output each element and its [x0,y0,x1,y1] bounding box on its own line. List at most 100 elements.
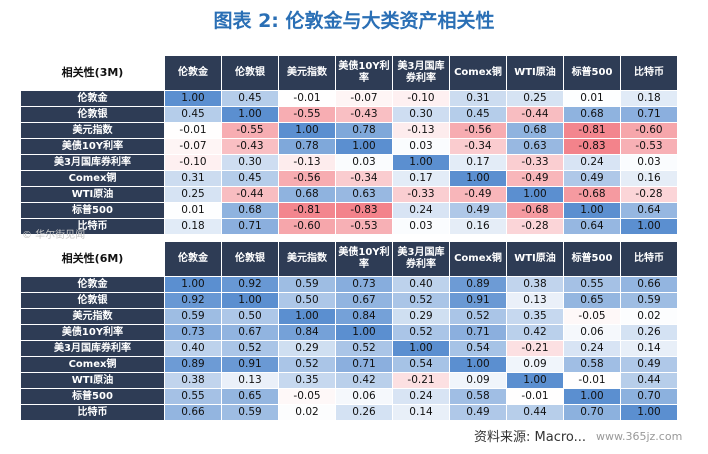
heatmap-cell: -0.07 [165,139,221,154]
heatmap-cell: 0.70 [621,389,677,404]
heatmap-cell: 0.24 [564,341,620,356]
heatmap-cell: -0.13 [279,155,335,170]
heatmap-cell: 1.00 [279,123,335,138]
table-row: 比特币 0.18 0.71 -0.60 -0.53 0.03 0.16 -0.28 0.64 1.… [21,219,677,234]
heatmap-cell: -0.33 [393,187,449,202]
heatmap-cell: -0.13 [393,123,449,138]
heatmap-cell: -0.68 [564,187,620,202]
heatmap-cell: 0.73 [165,325,221,340]
heatmap-cell: -0.07 [336,91,392,106]
row-header: Comex铜 [21,357,164,372]
heatmap-cell: 0.01 [165,203,221,218]
row-header: 比特币 [21,405,164,420]
heatmap-cell: -0.49 [507,171,563,186]
heatmap-cell: 1.00 [450,171,506,186]
column-header: 美元指数 [279,56,335,90]
heatmap-cell: 0.24 [393,203,449,218]
heatmap-cell: 0.18 [621,91,677,106]
table-row: 伦敦金 1.00 0.45 -0.01 -0.07 -0.10 0.31 0.25 0.01 0.… [21,91,677,106]
heatmap-cell: 1.00 [564,203,620,218]
heatmap-cell: 0.52 [279,357,335,372]
table-title: 相关性(3M) [21,56,164,90]
column-header: 伦敦银 [222,56,278,90]
heatmap-cell: 0.89 [450,277,506,292]
heatmap-cell: 0.59 [222,405,278,420]
heatmap-cell: 1.00 [621,219,677,234]
column-header: 美元指数 [279,242,335,276]
heatmap-cell: 0.78 [279,139,335,154]
row-header: 标普500 [21,389,164,404]
heatmap-cell: 0.68 [222,203,278,218]
heatmap-cell: -0.60 [279,219,335,234]
heatmap-cell: 0.09 [507,357,563,372]
heatmap-cell: 0.50 [279,293,335,308]
column-header: 美3月国库券利率 [393,56,449,90]
heatmap-cell: 1.00 [621,405,677,420]
heatmap-cell: 0.59 [621,293,677,308]
row-header: 比特币 [21,219,164,234]
heatmap-cell: 0.54 [450,341,506,356]
row-header: 美3月国库券利率 [21,341,164,356]
heatmap-cell: 0.71 [336,357,392,372]
heatmap-cell: 0.54 [393,357,449,372]
heatmap-cell: -0.05 [279,389,335,404]
heatmap-cell: -0.28 [621,187,677,202]
heatmap-cell: -0.53 [621,139,677,154]
heatmap-cell: 0.26 [621,325,677,340]
heatmap-cell: 0.64 [621,203,677,218]
heatmap-cell: 0.73 [336,277,392,292]
heatmap-cell: 0.84 [336,309,392,324]
heatmap-cell: 0.02 [279,405,335,420]
heatmap-cell: 0.66 [621,277,677,292]
heatmap-cell: 1.00 [279,309,335,324]
heatmap-cell: 0.44 [621,373,677,388]
heatmap-cell: -0.55 [222,123,278,138]
heatmap-cell: -0.53 [336,219,392,234]
heatmap-cell: -0.44 [507,107,563,122]
heatmap-cell: 0.16 [621,171,677,186]
row-header: 美元指数 [21,123,164,138]
heatmap-cell: 0.68 [279,187,335,202]
heatmap-cell: 0.59 [165,309,221,324]
heatmap-cell: 0.52 [222,341,278,356]
table-row: 伦敦银 0.92 1.00 0.50 0.67 0.52 0.91 0.13 0.65 0.59 [21,293,677,308]
heatmap-cell: 0.18 [165,219,221,234]
heatmap-cell: 0.66 [165,405,221,420]
heatmap-cell: 0.03 [621,155,677,170]
heatmap-cell: -0.68 [507,203,563,218]
heatmap-cell: -0.01 [564,373,620,388]
table-row: 美债10Y利率 0.73 0.67 0.84 1.00 0.52 0.71 0.42 0.06 0… [21,325,677,340]
heatmap-cell: 0.03 [393,219,449,234]
heatmap-cell: 1.00 [507,187,563,202]
column-header: 美债10Y利率 [336,242,392,276]
correlation-table-6m: 相关性(6M) 伦敦金 伦敦银 美元指数 美债10Y利率 美3月国库券利率 Comex铜 WT… [20,241,678,421]
table-row: WTI原油 0.25 -0.44 0.68 0.63 -0.33 -0.49 1.00 -0.6… [21,187,677,202]
heatmap-cell: 0.65 [564,293,620,308]
heatmap-cell: 1.00 [165,277,221,292]
correlation-table-3m: 相关性(3M) 伦敦金 伦敦银 美元指数 美债10Y利率 美3月国库券利率 Comex铜 WT… [20,55,678,235]
heatmap-cell: -0.10 [165,155,221,170]
heatmap-cell: 0.14 [621,341,677,356]
heatmap-cell: 0.49 [450,203,506,218]
heatmap-cell: -0.60 [621,123,677,138]
heatmap-cell: 0.35 [279,373,335,388]
heatmap-cell: 0.38 [165,373,221,388]
heatmap-cell: 0.59 [279,277,335,292]
heatmap-cell: 0.63 [507,139,563,154]
heatmap-cell: -0.44 [222,187,278,202]
heatmap-cell: -0.43 [222,139,278,154]
row-header: 美元指数 [21,309,164,324]
heatmap-cell: 0.67 [222,325,278,340]
heatmap-cell: 0.24 [564,155,620,170]
heatmap-cell: 0.92 [165,293,221,308]
table-row: 美3月国库券利率 0.40 0.52 0.29 0.52 1.00 0.54 -0.21 0.2… [21,341,677,356]
table-row: Comex铜 0.89 0.91 0.52 0.71 0.54 1.00 0.09 0.58 0.… [21,357,677,372]
heatmap-cell: 1.00 [222,107,278,122]
heatmap-cell: 0.71 [222,219,278,234]
heatmap-cell: 0.49 [564,171,620,186]
heatmap-cell: 0.45 [222,171,278,186]
heatmap-cell: -0.81 [279,203,335,218]
heatmap-cell: 1.00 [222,293,278,308]
heatmap-cell: 0.52 [393,325,449,340]
chart-title: 图表 2: 伦敦金与大类资产相关性 [213,10,495,32]
